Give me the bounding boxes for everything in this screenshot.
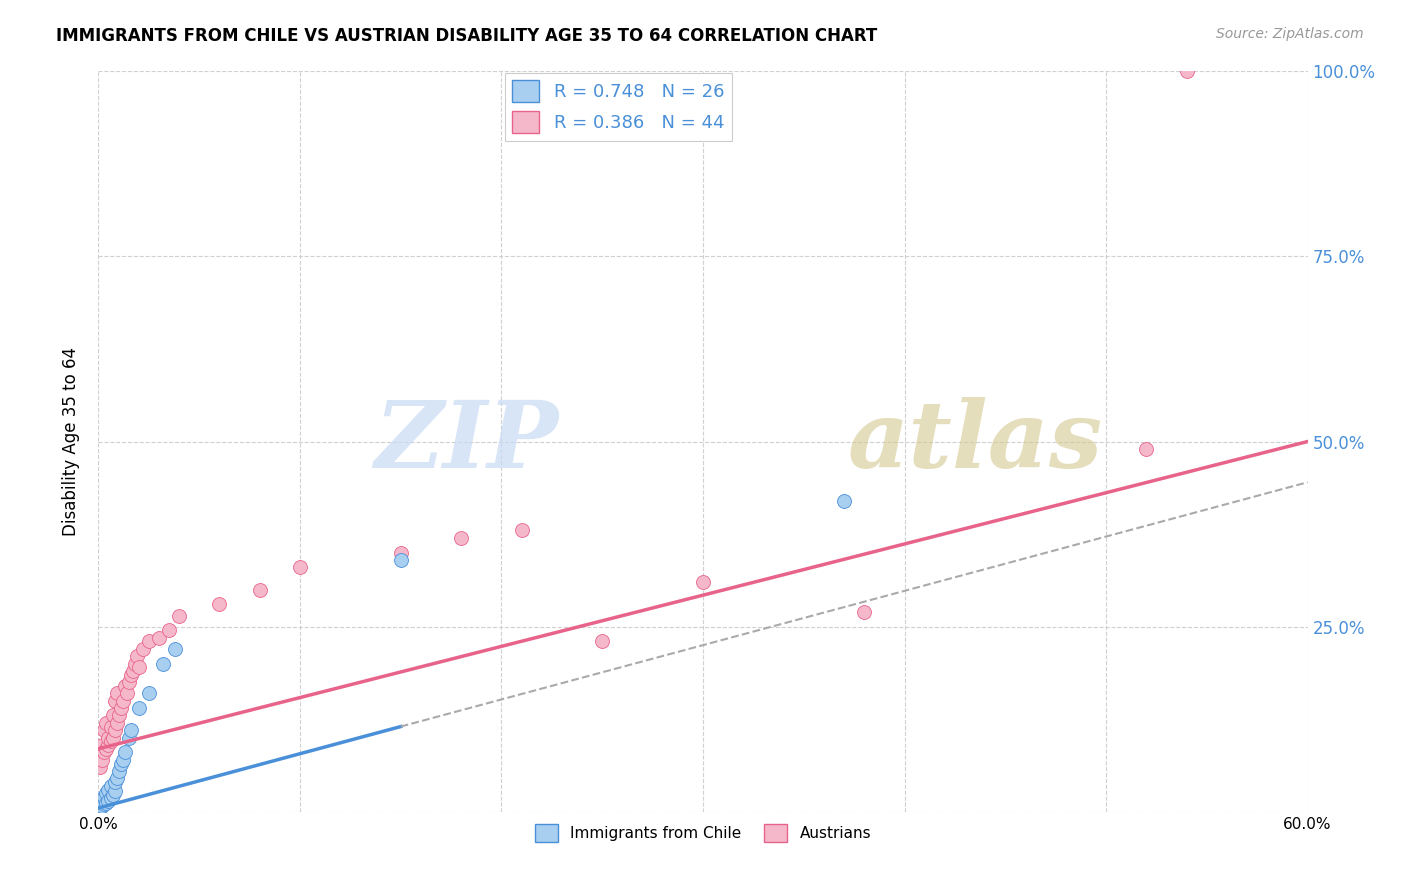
Point [1135,442,1157,456]
Point [91,738,114,752]
Point [128,660,150,674]
Point [97,731,120,745]
Point [125,649,148,664]
Point [163,641,186,656]
Point [110,701,132,715]
Point [89,760,111,774]
Point [114,746,136,760]
Point [105,715,128,730]
Point [100,720,122,734]
Point [124,657,146,671]
Point [101,708,124,723]
Text: ZIP: ZIP [374,397,558,486]
Point [120,667,142,681]
Point [208,598,231,612]
Point [101,789,124,803]
Point [157,624,180,638]
Point [100,779,122,793]
Point [91,753,114,767]
Point [100,791,122,805]
Point [132,641,155,656]
Point [96,715,118,730]
Point [97,738,120,752]
Point [96,786,118,800]
Point [138,634,160,648]
Point [103,775,125,789]
Text: atlas: atlas [848,397,1104,486]
Point [103,694,125,708]
Point [389,546,412,560]
Point [96,741,118,756]
Point [1175,64,1198,78]
Point [591,634,613,648]
Point [111,694,134,708]
Point [103,784,125,798]
Point [93,789,115,804]
Point [89,801,111,815]
Y-axis label: Disability Age 35 to 64: Disability Age 35 to 64 [62,347,80,536]
Point [107,708,129,723]
Point [105,686,128,700]
Point [91,798,114,813]
Point [103,723,125,738]
Point [93,746,115,760]
Text: Source: ZipAtlas.com: Source: ZipAtlas.com [1216,27,1364,41]
Point [138,686,160,700]
Point [510,524,533,538]
Point [692,575,714,590]
Point [120,723,142,738]
Point [101,731,124,745]
Point [152,657,174,671]
Point [121,664,143,678]
Point [118,731,141,745]
Point [93,723,115,738]
Point [110,756,132,771]
Point [115,686,138,700]
Point [249,582,271,597]
Point [105,772,128,786]
Point [389,553,412,567]
Point [450,531,472,545]
Point [100,734,122,748]
Point [114,679,136,693]
Point [832,493,855,508]
Point [148,631,170,645]
Point [97,794,120,808]
Point [93,797,115,812]
Point [853,605,876,619]
Point [107,764,129,778]
Point [167,608,190,623]
Point [111,753,134,767]
Point [128,701,150,715]
Legend: Immigrants from Chile, Austrians: Immigrants from Chile, Austrians [529,818,877,848]
Point [118,675,141,690]
Point [97,782,120,797]
Point [96,796,118,810]
Text: IMMIGRANTS FROM CHILE VS AUSTRIAN DISABILITY AGE 35 TO 64 CORRELATION CHART: IMMIGRANTS FROM CHILE VS AUSTRIAN DISABI… [56,27,877,45]
Point [288,560,311,574]
